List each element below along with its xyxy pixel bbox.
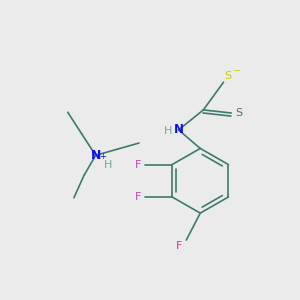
- Text: S: S: [236, 108, 243, 118]
- Text: N: N: [174, 123, 184, 136]
- Text: H: H: [104, 160, 112, 170]
- Text: F: F: [135, 160, 141, 170]
- Text: −: −: [233, 66, 242, 76]
- Text: S: S: [225, 71, 232, 81]
- Text: H: H: [164, 126, 173, 136]
- Text: N: N: [90, 149, 101, 162]
- Text: +: +: [99, 152, 106, 161]
- Text: F: F: [135, 192, 141, 202]
- Text: F: F: [176, 241, 182, 251]
